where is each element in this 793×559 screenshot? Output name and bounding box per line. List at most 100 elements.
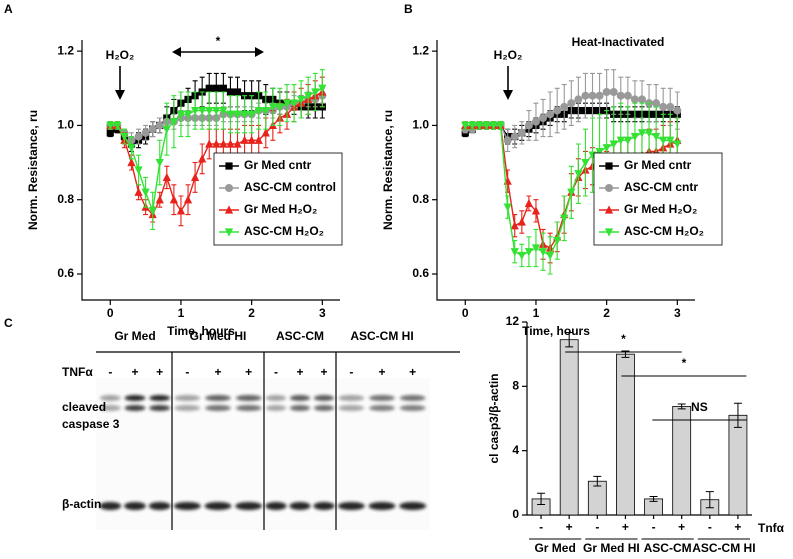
marker (538, 248, 548, 257)
marker (482, 121, 491, 131)
x-axis-label: Time, hours (167, 324, 235, 338)
legend-label: Gr Med H₂O₂ (244, 202, 317, 216)
blot-lane-label: + (245, 365, 252, 379)
marker (254, 106, 263, 116)
blot-band (99, 405, 121, 411)
marker (127, 144, 136, 153)
y-tick-label: 0.6 (57, 266, 74, 280)
panel-label: B (404, 2, 413, 16)
marker (226, 110, 235, 119)
error-bar (537, 492, 546, 506)
marker (604, 228, 614, 237)
marker (311, 88, 320, 97)
blot-lane-label: - (185, 365, 189, 379)
marker (510, 248, 519, 257)
marker (176, 110, 186, 119)
blot-group-label: Gr Med HI (190, 329, 247, 343)
blot-band (205, 395, 231, 401)
marker (141, 128, 150, 137)
y-axis-label: Norm. Resistance, ru (381, 110, 395, 230)
x-tick-label: 2 (248, 306, 255, 320)
marker (304, 92, 313, 101)
axis (436, 40, 695, 301)
marker (574, 170, 583, 179)
marker (155, 195, 164, 204)
x-tick-label: + (678, 520, 685, 534)
marker (275, 103, 285, 112)
marker (226, 139, 235, 148)
marker (496, 121, 505, 131)
marker (489, 121, 498, 131)
arrow-head (503, 90, 513, 100)
blot-band (235, 395, 262, 401)
error-bar (705, 491, 714, 509)
x-tick-label: 1 (178, 306, 185, 320)
marker (205, 139, 214, 148)
y-tick-label: 12 (506, 314, 520, 328)
marker (247, 135, 256, 144)
blot-group-label: ASC-CM HI (350, 329, 413, 343)
error-bar (733, 402, 742, 428)
marker (113, 121, 122, 131)
marker (225, 162, 233, 170)
blot-lane-label: + (131, 365, 138, 379)
blot-lane-label: + (409, 365, 416, 379)
marker (282, 99, 292, 108)
error-bar (677, 403, 686, 410)
marker (609, 88, 618, 96)
blot-band (399, 405, 426, 411)
blot-band (313, 405, 335, 411)
y-tick-label: 8 (512, 379, 519, 393)
marker (517, 251, 526, 261)
annotation: H₂O₂ (106, 48, 135, 62)
blot-band (235, 502, 263, 510)
marker (212, 139, 221, 148)
blot-band (313, 502, 335, 510)
annotation: H₂O₂ (494, 48, 523, 62)
x-tick-label: 1 (533, 306, 540, 320)
legend-label: Gr Med cntr (624, 158, 692, 172)
marker (219, 139, 228, 148)
marker (318, 84, 327, 93)
marker (233, 139, 242, 148)
blot-treatment-label: TNFα (62, 365, 93, 379)
marker (503, 203, 512, 212)
marker (517, 128, 526, 137)
blot-band (289, 395, 311, 401)
y-tick-label: 1.2 (412, 43, 429, 57)
blot-lane-label: - (274, 365, 278, 379)
blot-lane-label: - (349, 365, 353, 379)
blot-band (204, 502, 232, 510)
marker (233, 88, 242, 96)
y-tick-label: 1.2 (57, 43, 74, 57)
panel-label: A (4, 2, 13, 16)
blot-lane-label: - (108, 365, 112, 379)
error-bar (593, 475, 602, 487)
marker (560, 102, 569, 111)
blot-lane-label: + (378, 365, 385, 379)
group-label: Gr Med HI (583, 541, 640, 555)
marker (659, 136, 668, 145)
marker (531, 117, 540, 126)
annotation: * (621, 332, 626, 346)
marker (567, 99, 576, 108)
group-label: ASC-CM (644, 541, 692, 555)
blot-lane-label: + (296, 365, 303, 379)
marker (609, 140, 618, 149)
marker (666, 102, 675, 111)
marker (219, 106, 228, 116)
marker (605, 184, 613, 192)
marker (531, 244, 541, 253)
marker (106, 121, 115, 131)
marker (212, 106, 221, 116)
blot-band (399, 395, 426, 401)
marker (623, 136, 632, 145)
x-tick-label: 3 (319, 306, 326, 320)
marker (517, 217, 526, 226)
marker (567, 188, 576, 197)
blot-band (338, 395, 365, 401)
marker (545, 251, 555, 261)
marker (261, 106, 270, 116)
y-axis-label: cl casp3/β-actin (487, 373, 501, 463)
marker (560, 214, 569, 223)
